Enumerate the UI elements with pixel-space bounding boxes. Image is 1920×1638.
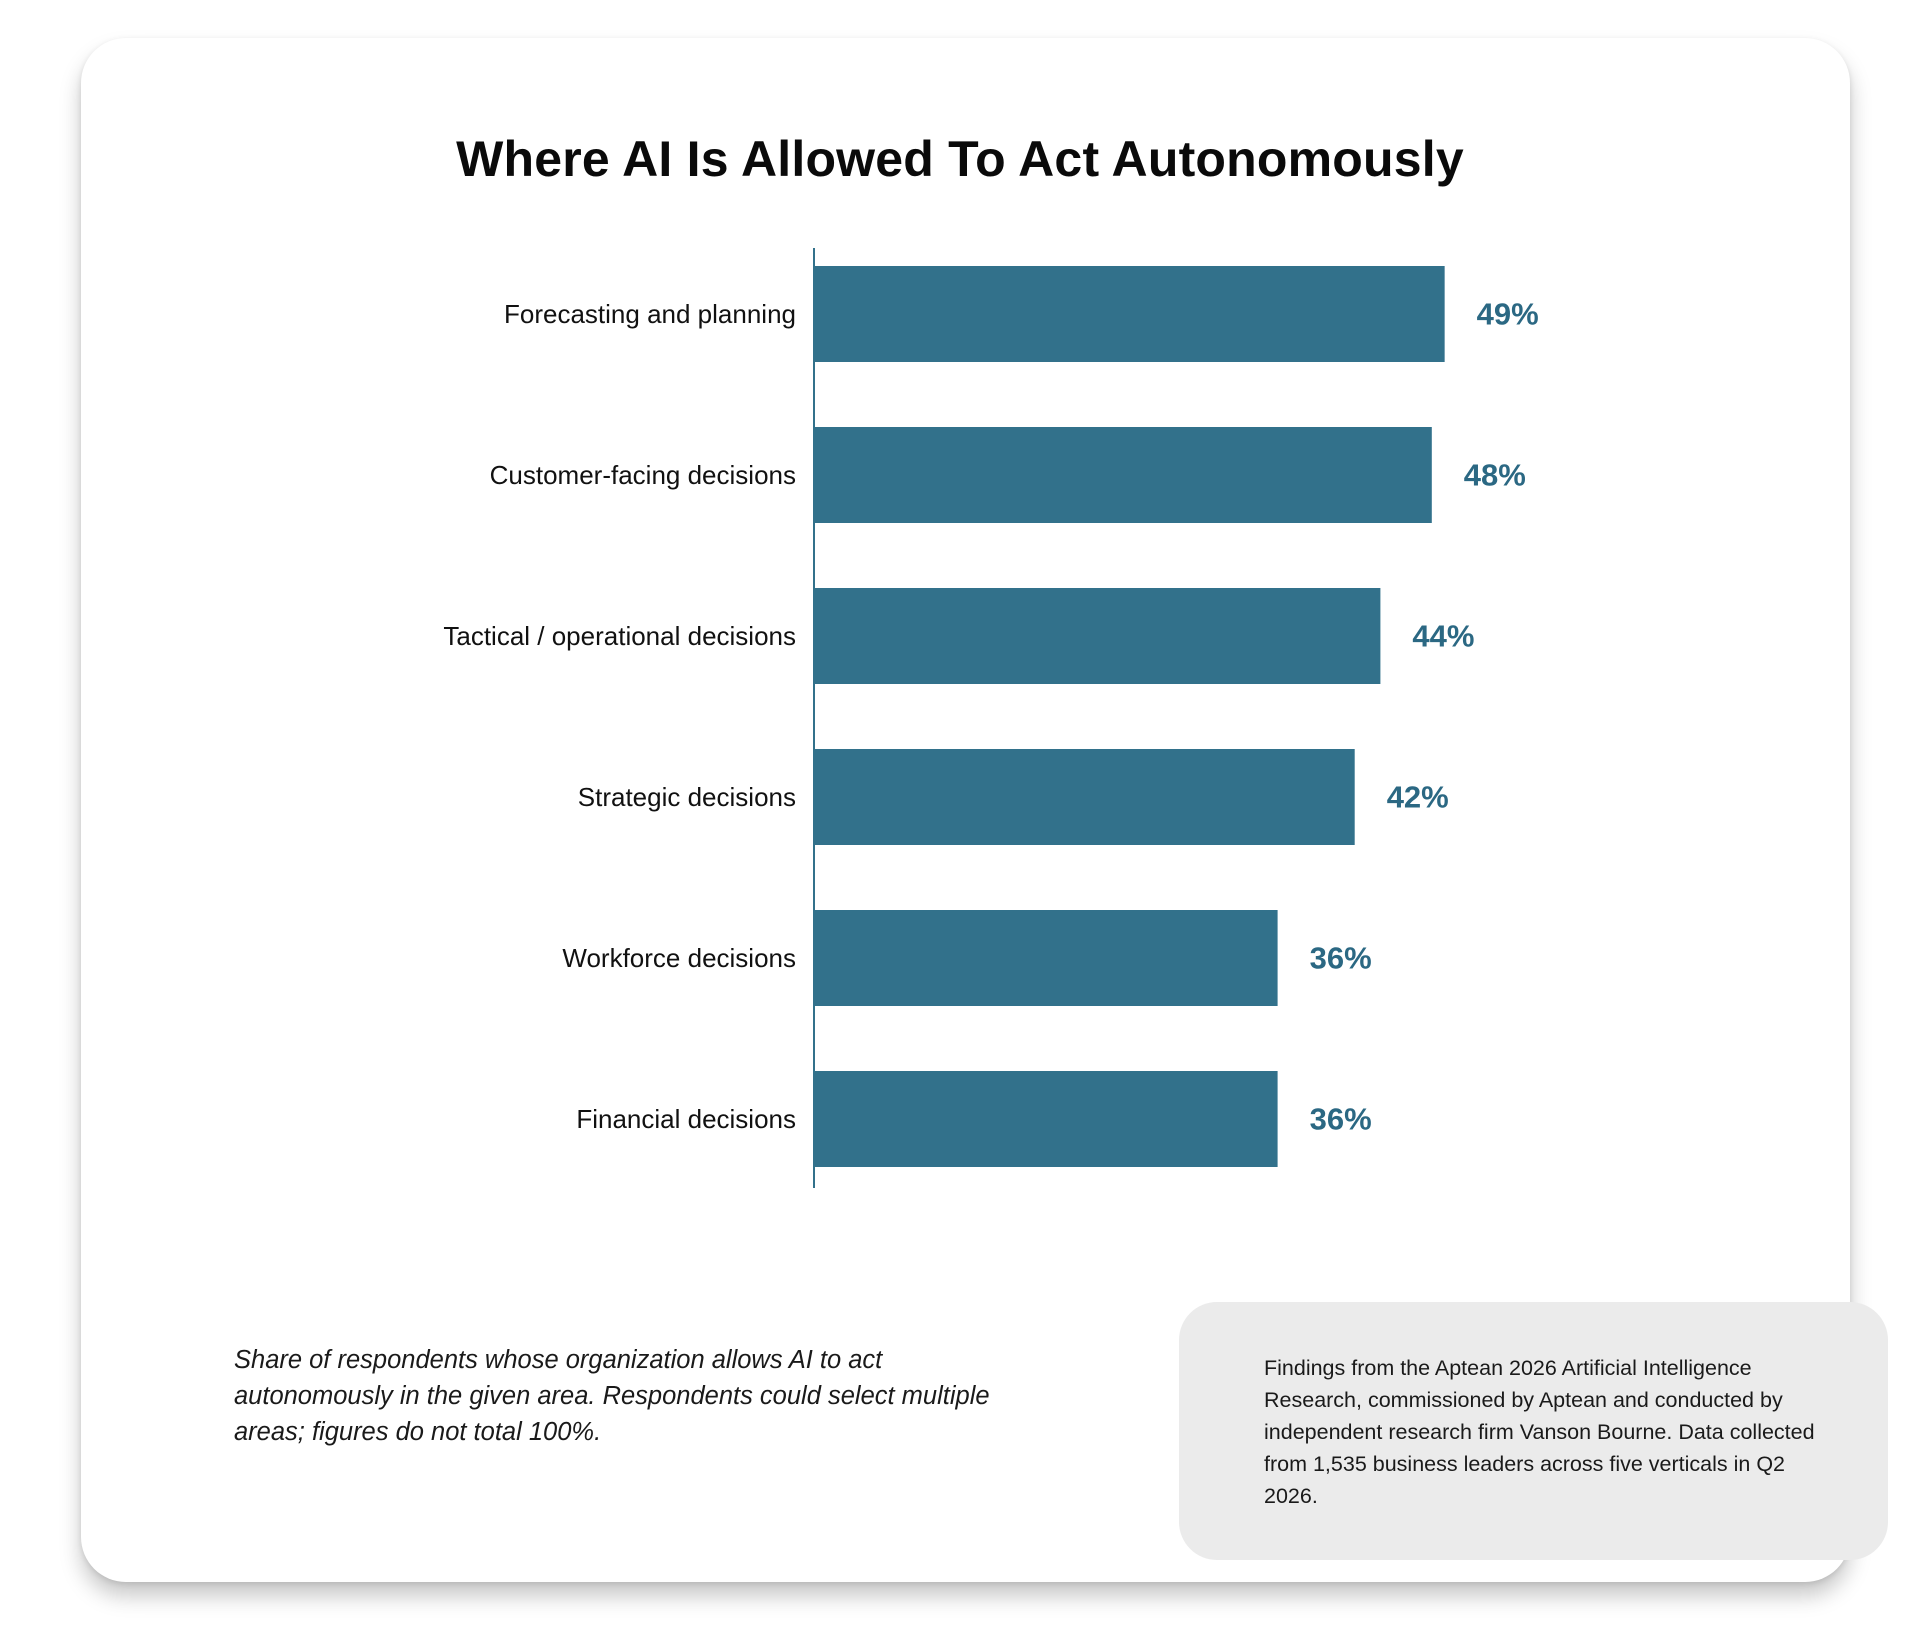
category-label: Forecasting and planning [504,299,796,329]
category-label: Tactical / operational decisions [443,621,796,651]
value-label: 36% [1310,941,1372,976]
bar [815,910,1278,1006]
bar [815,749,1355,845]
value-label: 48% [1464,458,1526,493]
bar [815,1071,1278,1167]
value-label: 42% [1387,780,1449,815]
value-label: 44% [1412,619,1474,654]
category-label: Strategic decisions [578,782,796,812]
value-label: 36% [1310,1102,1372,1137]
source-note-text: Findings from the Aptean 2026 Artificial… [1264,1356,1815,1508]
source-note-box: Findings from the Aptean 2026 Artificial… [1179,1302,1888,1560]
bar [815,588,1381,684]
bar [815,427,1432,523]
category-label: Workforce decisions [562,943,796,973]
value-label: 49% [1477,297,1539,332]
chart-footnote: Share of respondents whose organization … [234,1346,990,1446]
category-label: Financial decisions [576,1104,796,1134]
chart-title: Where AI Is Allowed To Act Autonomously [456,131,1464,187]
bar [815,266,1445,362]
category-label: Customer-facing decisions [490,460,796,490]
